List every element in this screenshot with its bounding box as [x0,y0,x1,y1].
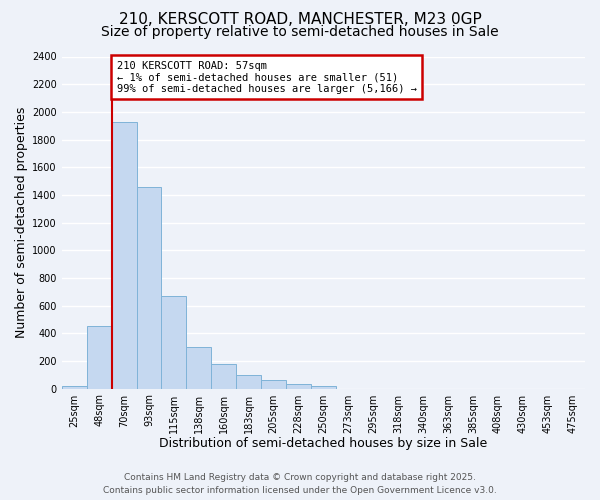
Bar [161,296,187,388]
Bar [286,384,311,388]
Bar [311,386,336,388]
Bar [211,364,236,388]
Bar [86,326,112,388]
Bar [236,376,261,388]
Bar [62,386,86,388]
Bar [112,122,137,388]
Text: Size of property relative to semi-detached houses in Sale: Size of property relative to semi-detach… [101,25,499,39]
Bar [137,186,161,388]
Text: Contains HM Land Registry data © Crown copyright and database right 2025.
Contai: Contains HM Land Registry data © Crown c… [103,474,497,495]
Y-axis label: Number of semi-detached properties: Number of semi-detached properties [15,107,28,338]
Bar [261,380,286,388]
Text: 210, KERSCOTT ROAD, MANCHESTER, M23 0GP: 210, KERSCOTT ROAD, MANCHESTER, M23 0GP [119,12,481,28]
Bar [187,347,211,389]
Text: 210 KERSCOTT ROAD: 57sqm
← 1% of semi-detached houses are smaller (51)
99% of se: 210 KERSCOTT ROAD: 57sqm ← 1% of semi-de… [116,60,416,94]
X-axis label: Distribution of semi-detached houses by size in Sale: Distribution of semi-detached houses by … [159,437,488,450]
